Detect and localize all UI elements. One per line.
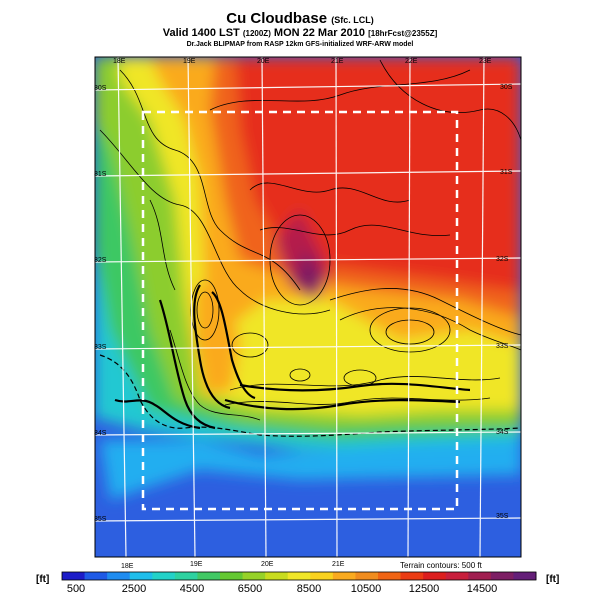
legend-swatch: [445, 572, 469, 580]
model-credit: Dr.Jack BLIPMAP from RASP 12km GFS-initi…: [186, 41, 414, 48]
lat-label: 35S: [94, 516, 107, 523]
legend-label: 500: [66, 583, 86, 595]
lat-label: 35S: [496, 513, 509, 520]
lat-label: 31S: [94, 171, 107, 178]
lon-label: 23E: [479, 58, 492, 65]
lat-label: 33S: [496, 343, 509, 350]
legend-swatch: [287, 572, 311, 580]
terrain-contours-note: Terrain contours: 500 ft: [400, 561, 482, 570]
valid-line: Valid 1400 LST (1200Z) MON 22 Mar 2010 […: [0, 27, 600, 39]
legend-border: [61, 571, 537, 581]
valid-utc: (1200Z): [242, 29, 271, 38]
legend-swatch: [355, 572, 379, 580]
title-suffix: (Sfc. LCL): [331, 15, 374, 25]
legend-swatch: [242, 572, 266, 580]
lon-label: 19E: [190, 561, 203, 568]
legend-label: 4500: [179, 583, 205, 595]
cloudbase-contours: [99, 59, 521, 421]
lon-label: 19E: [183, 58, 196, 65]
legend-swatch: [378, 572, 402, 580]
legend-swatch: [107, 572, 131, 580]
legend-swatch: [220, 572, 244, 580]
lon-label: 18E: [121, 563, 134, 570]
legend-label: 8500: [296, 583, 322, 595]
legend-swatch: [468, 572, 492, 580]
lon-label: 20E: [257, 58, 270, 65]
legend-swatch: [332, 572, 356, 580]
map-title: Cu Cloudbase (Sfc. LCL): [0, 10, 600, 27]
lon-label: 21E: [332, 561, 345, 568]
lon-label: 20E: [261, 561, 274, 568]
forecast-info: [18hrFcst@2355Z]: [368, 29, 438, 38]
legend-unit-left: [ft]: [36, 574, 50, 585]
lat-label: 32S: [496, 256, 509, 263]
legend-swatch: [400, 572, 424, 580]
lon-label: 22E: [405, 58, 418, 65]
lon-label: 18E: [113, 58, 126, 65]
valid-time: Valid 1400 LST: [162, 27, 240, 39]
legend-swatch: [310, 572, 334, 580]
lat-label: 34S: [496, 429, 509, 436]
legend-swatch: [490, 572, 514, 580]
lat-label: 30S: [500, 84, 513, 91]
lat-label: 32S: [94, 257, 107, 264]
legend-swatch: [513, 572, 537, 580]
lat-label: 33S: [94, 344, 107, 351]
coastline: [99, 354, 521, 437]
legend-swatch: [152, 572, 176, 580]
legend-swatch: [423, 572, 447, 580]
legend-label: 2500: [121, 583, 147, 595]
map-frame: [94, 56, 522, 558]
lon-label: 21E: [331, 58, 344, 65]
legend-swatch: [62, 572, 86, 580]
lat-lon-grid: [94, 56, 522, 558]
lat-label: 31S: [500, 169, 513, 176]
legend-swatch: [265, 572, 289, 580]
legend-swatch: [84, 572, 108, 580]
model-inner-domain: [141, 110, 459, 511]
legend-label: 6500: [237, 583, 263, 595]
legend-label: 10500: [350, 583, 382, 595]
color-field: [95, 57, 521, 557]
title-text: Cu Cloudbase: [226, 10, 328, 27]
legend-unit-right: [ft]: [546, 574, 560, 585]
lat-label: 34S: [94, 430, 107, 437]
legend-label: 12500: [408, 583, 440, 595]
legend-swatch: [197, 572, 221, 580]
lat-label: 30S: [94, 85, 107, 92]
legend-swatch: [129, 572, 153, 580]
legend-label: 14500: [466, 583, 498, 595]
valid-date: MON 22 Mar 2010: [273, 27, 366, 39]
legend-swatch: [174, 572, 198, 580]
terrain-contours: [114, 284, 471, 430]
